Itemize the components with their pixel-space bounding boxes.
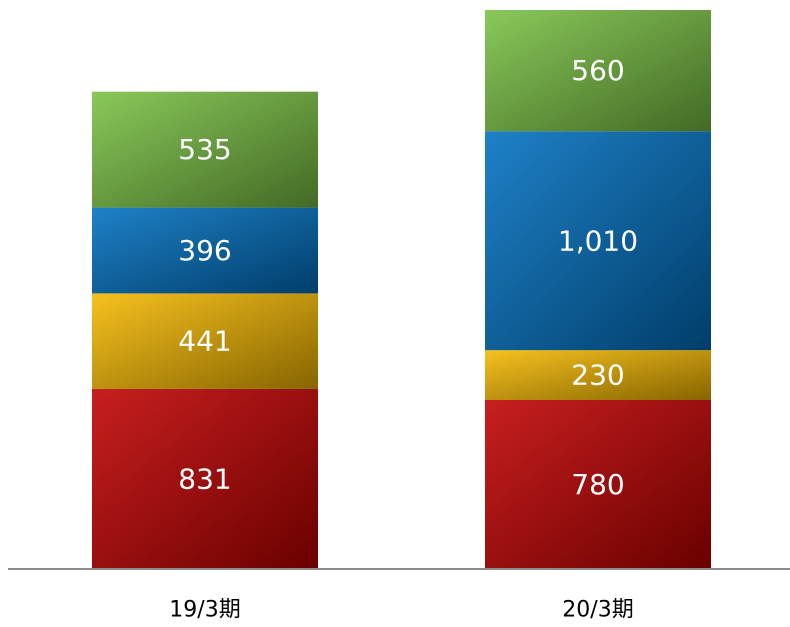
- value-labels-layer: 831 441 396 535 780 230 1,010 560: [178, 54, 638, 501]
- bar-segment-0-2: [92, 207, 318, 294]
- value-label-0-2: 396: [178, 234, 231, 267]
- bar-segment-0-1: [92, 293, 318, 389]
- bar-segment-1-3: [485, 10, 711, 132]
- bar-segment-0-3: [92, 91, 318, 208]
- value-label-0-1: 441: [178, 325, 231, 358]
- value-label-1-3: 560: [571, 54, 624, 87]
- value-label-0-0: 831: [178, 462, 231, 495]
- value-label-0-3: 535: [178, 133, 231, 166]
- bar-segment-1-0: [485, 400, 711, 569]
- category-label-1: 20/3期: [562, 598, 633, 623]
- bars-layer: [92, 10, 711, 569]
- category-labels-layer: 19/3期 20/3期: [169, 598, 633, 623]
- value-label-1-1: 230: [571, 359, 624, 392]
- value-label-1-0: 780: [571, 468, 624, 501]
- bar-segment-1-1: [485, 350, 711, 400]
- value-label-1-2: 1,010: [558, 224, 638, 257]
- category-label-0: 19/3期: [169, 598, 240, 623]
- bar-segment-1-2: [485, 131, 711, 351]
- bar-segment-0-0: [92, 388, 318, 569]
